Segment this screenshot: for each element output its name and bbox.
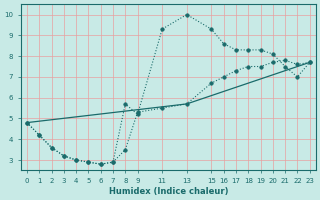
X-axis label: Humidex (Indice chaleur): Humidex (Indice chaleur) [108, 187, 228, 196]
